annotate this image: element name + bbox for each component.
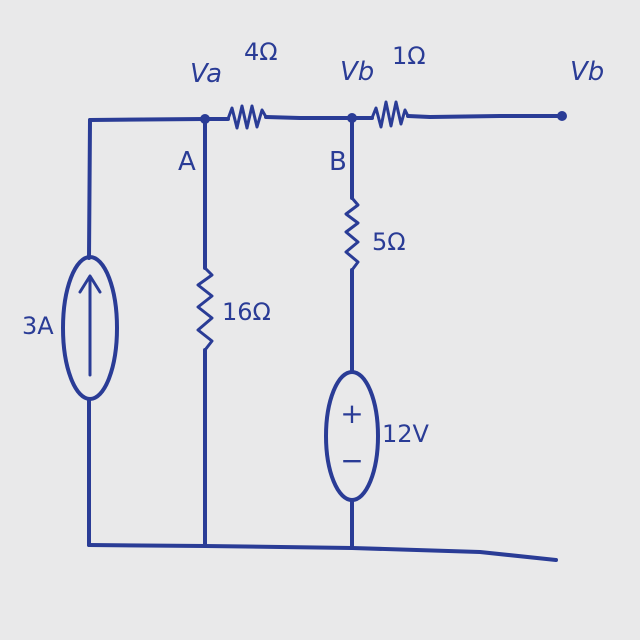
label-16-ohm: 16Ω	[222, 298, 271, 326]
label-1-ohm: 1Ω	[392, 42, 426, 70]
current-arrow-icon	[78, 274, 102, 377]
bottom-wire	[87, 543, 558, 562]
resistor-5-ohm	[344, 196, 360, 272]
voltage-source-circle	[324, 370, 380, 502]
minus-sign: −	[340, 444, 363, 477]
top-wire-right	[406, 114, 564, 119]
node-b-dot	[347, 113, 357, 123]
resistor-4-ohm	[226, 104, 268, 130]
label-node-a: A	[178, 147, 196, 177]
label-node-b: B	[329, 147, 347, 177]
node-a-dot	[200, 114, 210, 124]
label-4-ohm: 4Ω	[244, 38, 278, 66]
resistor-1-ohm	[370, 100, 410, 129]
label-vb-terminal: Vb	[570, 57, 604, 87]
output-terminal	[557, 111, 567, 121]
label-3a: 3A	[22, 312, 54, 340]
label-va: Va	[190, 59, 222, 89]
resistor-16-ohm	[196, 266, 214, 352]
plus-sign: +	[340, 397, 363, 430]
label-5-ohm: 5Ω	[372, 228, 406, 256]
top-wire-middle	[264, 115, 374, 120]
left-wire-top	[87, 118, 92, 260]
label-12v: 12V	[382, 420, 430, 448]
label-vb-node: Vb	[340, 57, 374, 87]
